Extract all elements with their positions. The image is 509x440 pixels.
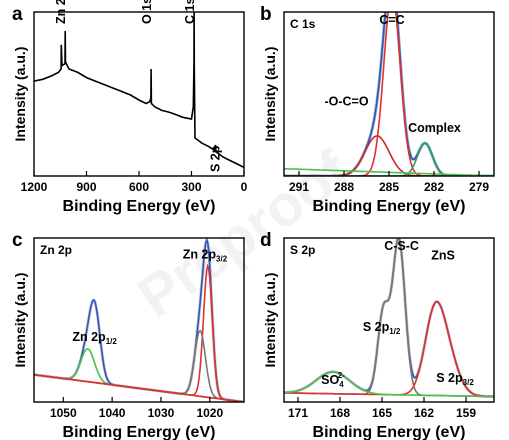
panel-title: S 2p bbox=[290, 243, 315, 257]
peak-annotation: Zn 2p3/2 bbox=[183, 247, 228, 263]
x-tick-label: 171 bbox=[288, 406, 308, 420]
x-tick-label: 300 bbox=[181, 180, 201, 194]
panel-title: C 1s bbox=[290, 17, 316, 31]
x-tick-label: 159 bbox=[456, 406, 476, 420]
peak-annotation: S 2p1/2 bbox=[363, 320, 401, 336]
x-tick-label: 0 bbox=[241, 180, 248, 194]
series-line--o-c-o bbox=[284, 135, 494, 176]
series-group bbox=[284, 238, 494, 398]
y-axis-label: Intensity (a.u.) bbox=[262, 273, 278, 368]
peak-annotation: O 1s bbox=[140, 0, 154, 24]
series-group bbox=[34, 238, 244, 402]
x-tick-label: 1030 bbox=[148, 406, 175, 420]
panel-c: 1050 1040 1030 1020 Binding Energy (eV) Inten… bbox=[12, 230, 245, 440]
peak-annotation: ZnS bbox=[431, 248, 455, 262]
x-tick-label: 162 bbox=[414, 406, 434, 420]
panel-a: 1200 900 600 300 0 Binding Energy (eV) Intensi… bbox=[12, 0, 248, 215]
y-axis-label: Intensity (a.u.) bbox=[12, 47, 28, 142]
peak-annotation: SO42- bbox=[321, 371, 345, 389]
x-tick-label: 900 bbox=[76, 180, 96, 194]
x-axis-label: Binding Energy (eV) bbox=[63, 198, 216, 215]
peak-annotation: -O-C=O bbox=[324, 94, 368, 108]
x-tick-label: 285 bbox=[379, 180, 399, 194]
peak-annotation: C-S-C bbox=[384, 239, 419, 253]
series-group bbox=[34, 12, 244, 169]
x-tick-label: 279 bbox=[469, 180, 489, 194]
peak-annotation: C 1s bbox=[183, 0, 197, 24]
x-tick-label: 165 bbox=[372, 406, 392, 420]
panel-label: d bbox=[260, 230, 272, 251]
y-axis-label: Intensity (a.u.) bbox=[262, 47, 278, 142]
x-tick-label: 282 bbox=[424, 180, 444, 194]
series-line-so4 bbox=[284, 371, 494, 398]
series-line-0 bbox=[34, 12, 244, 169]
peak-annotation: S 2p bbox=[208, 145, 222, 172]
plot-frame bbox=[33, 237, 245, 403]
peak-annotation: S 2p3/2 bbox=[436, 371, 474, 387]
peak-annotation: Zn 2p bbox=[54, 0, 68, 24]
x-tick-label: 168 bbox=[330, 406, 350, 420]
peak-annotation: Complex bbox=[408, 121, 461, 135]
series-line-baseline bbox=[34, 373, 244, 402]
peak-annotation: Zn 2p1/2 bbox=[72, 330, 117, 346]
x-tick-label: 1020 bbox=[196, 406, 223, 420]
y-axis-label: Intensity (a.u.) bbox=[12, 273, 28, 368]
panel-label: a bbox=[12, 4, 23, 25]
panel-d: 171 168 165 162 159 Binding Energy (eV) Intens… bbox=[260, 230, 495, 440]
x-axis-label: Binding Energy (eV) bbox=[313, 424, 466, 440]
peak-annotation: C=C bbox=[379, 13, 404, 27]
panel-label: c bbox=[12, 230, 23, 251]
x-tick-label: 600 bbox=[129, 180, 149, 194]
x-tick-label: 288 bbox=[334, 180, 354, 194]
x-tick-label: 1050 bbox=[50, 406, 77, 420]
plot-frame bbox=[283, 237, 495, 403]
x-tick-label: 1040 bbox=[99, 406, 126, 420]
x-tick-label: 1200 bbox=[21, 180, 48, 194]
panel-title: Zn 2p bbox=[40, 243, 72, 257]
panel-label: b bbox=[260, 4, 272, 25]
x-axis-label: Binding Energy (eV) bbox=[313, 198, 466, 215]
x-axis-label: Binding Energy (eV) bbox=[63, 424, 216, 440]
x-tick-label: 291 bbox=[289, 180, 309, 194]
